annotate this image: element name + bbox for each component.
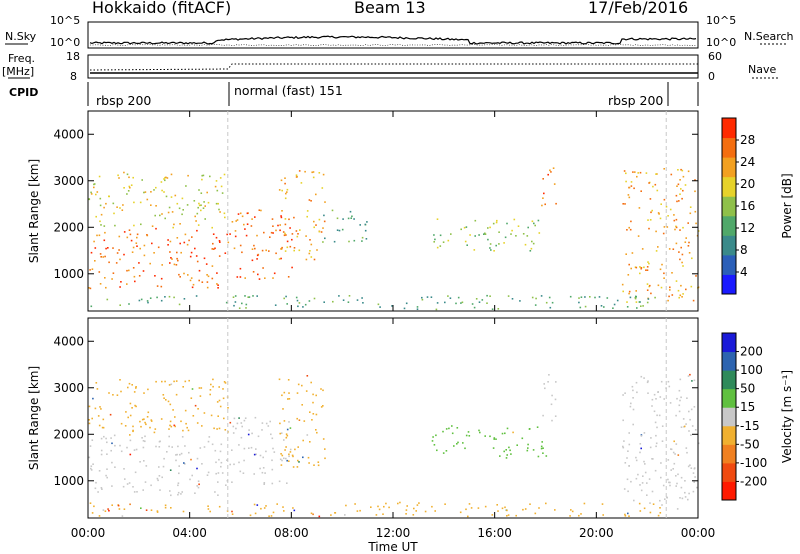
colorbar-swatch-velocity-0 bbox=[722, 481, 736, 501]
y-tick-label-velocity-0: 1000 bbox=[53, 474, 84, 488]
colorbar-swatch-power-3 bbox=[722, 215, 736, 236]
colorbar-tick-label-velocity-1: 100 bbox=[740, 363, 763, 377]
colorbar-swatch-velocity-5 bbox=[722, 388, 736, 408]
colorbar-swatch-power-8 bbox=[722, 118, 736, 139]
freq-tick-low: 8 bbox=[70, 70, 77, 83]
x-tick-label-6: 00:00 bbox=[681, 526, 716, 540]
colorbar-swatch-power-5 bbox=[722, 176, 736, 197]
freq-panel-frame bbox=[87, 54, 699, 79]
colorbar-swatch-velocity-6 bbox=[722, 370, 736, 390]
nsearch-label: N.Search bbox=[744, 30, 794, 43]
x-tick-label-3: 12:00 bbox=[376, 526, 411, 540]
noise-tick-right-low: 10^0 bbox=[706, 36, 737, 49]
x-tick-label-4: 16:00 bbox=[477, 526, 512, 540]
nsky-label: N.Sky bbox=[5, 30, 37, 43]
colorbar-swatch-velocity-4 bbox=[722, 407, 736, 427]
colorbar-tick-label-velocity-6: -100 bbox=[740, 456, 767, 470]
colorbar-swatch-power-4 bbox=[722, 196, 736, 217]
cpid-segment-1: rbsp 200 bbox=[96, 93, 152, 108]
colorbar-tick-label-velocity-2: 50 bbox=[740, 382, 755, 396]
colorbar-tick-label-velocity-3: 15 bbox=[740, 400, 755, 414]
colorbar-swatch-velocity-1 bbox=[722, 462, 736, 482]
colorbar-tick-label-velocity-0: 200 bbox=[740, 345, 763, 359]
beam-title: Beam 13 bbox=[354, 0, 426, 17]
cpid-segment-3: rbsp 200 bbox=[608, 93, 664, 108]
colorbar-tick-label-velocity-4: -15 bbox=[740, 419, 760, 433]
noise-trace bbox=[89, 35, 697, 46]
noise-tick-right-high: 10^5 bbox=[706, 14, 737, 27]
colorbar-tick-label-power-4: 20 bbox=[740, 177, 755, 191]
nave-trace bbox=[89, 63, 698, 71]
colorbar-tick-label-power-5: 24 bbox=[740, 155, 755, 169]
y-tick-label-velocity-1: 2000 bbox=[53, 427, 84, 441]
colorbar-swatch-velocity-8 bbox=[722, 333, 736, 353]
colorbar-frame-velocity bbox=[721, 332, 737, 501]
colorbar-swatch-power-2 bbox=[722, 235, 736, 256]
colorbar-swatch-power-7 bbox=[722, 137, 736, 158]
noise-panel-frame bbox=[87, 21, 699, 49]
y-tick-label-velocity-3: 4000 bbox=[53, 334, 84, 348]
colorbar-swatch-power-6 bbox=[722, 157, 736, 178]
x-tick-label-0: 00:00 bbox=[71, 526, 106, 540]
y-tick-label-power-0: 1000 bbox=[53, 267, 84, 281]
colorbar-tick-label-power-1: 8 bbox=[740, 243, 748, 257]
freq-tick-high: 18 bbox=[66, 50, 80, 63]
colorbar-tick-label-power-2: 12 bbox=[740, 221, 755, 235]
y-tick-label-velocity-2: 3000 bbox=[53, 381, 84, 395]
colorbar-swatch-velocity-7 bbox=[722, 351, 736, 371]
velocity-panel bbox=[87, 317, 700, 519]
nave-tick-high: 60 bbox=[708, 50, 722, 63]
freq-unit-label: [MHz] bbox=[2, 65, 35, 78]
cpid-segment-2: normal (fast) 151 bbox=[234, 83, 343, 98]
y-tick-label-power-2: 3000 bbox=[53, 174, 84, 188]
nave-label: Nave bbox=[748, 63, 777, 76]
y-tick-label-power-3: 4000 bbox=[53, 127, 84, 141]
y-axis-label-velocity: Slant Range [km] bbox=[27, 366, 41, 470]
date-title: 17/Feb/2016 bbox=[588, 0, 689, 17]
noise-tick-left-low: 10^0 bbox=[50, 36, 81, 49]
colorbar-swatch-velocity-2 bbox=[722, 444, 736, 464]
y-tick-label-power-1: 2000 bbox=[53, 220, 84, 234]
colorbar-tick-label-power-3: 16 bbox=[740, 199, 755, 213]
power-panel bbox=[87, 110, 700, 312]
nave-tick-low: 0 bbox=[708, 70, 715, 83]
x-axis-label: Time UT bbox=[367, 540, 418, 554]
freq-label: Freq. bbox=[8, 52, 36, 65]
x-tick-label-2: 08:00 bbox=[274, 526, 309, 540]
station-title: Hokkaido (fitACF) bbox=[92, 0, 232, 17]
colorbar-label-power: Power [dB] bbox=[780, 173, 794, 238]
y-axis-label-power: Slant Range [km] bbox=[27, 159, 41, 263]
colorbar-label-velocity: Velocity [m s⁻¹] bbox=[780, 370, 794, 463]
colorbar-tick-label-power-0: 4 bbox=[740, 265, 748, 279]
noise-tick-left-high: 10^5 bbox=[50, 14, 81, 27]
colorbar-tick-label-velocity-7: -200 bbox=[740, 474, 767, 488]
x-tick-label-5: 20:00 bbox=[579, 526, 614, 540]
colorbar-swatch-power-1 bbox=[722, 254, 736, 275]
colorbar-tick-label-power-6: 28 bbox=[740, 133, 755, 147]
colorbar-tick-label-velocity-5: -50 bbox=[740, 437, 760, 451]
cpid-label: CPID bbox=[9, 86, 39, 99]
colorbar-swatch-velocity-3 bbox=[722, 425, 736, 445]
x-tick-label-1: 04:00 bbox=[172, 526, 207, 540]
colorbar-swatch-power-0 bbox=[722, 274, 736, 295]
